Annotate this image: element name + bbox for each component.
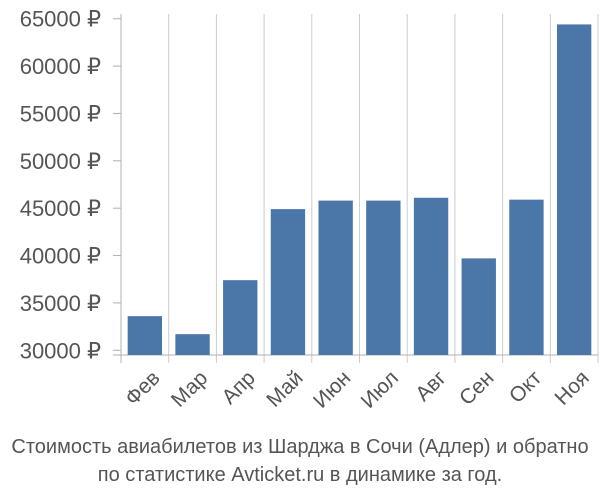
x-tick-label: Сен xyxy=(455,366,498,409)
bar-chart: 30000 ₽ 35000 ₽ 40000 ₽ 45000 ₽ 50000 ₽ 55000… xyxy=(20,7,599,413)
x-tick-label: Авг xyxy=(411,366,451,406)
bar-4 xyxy=(270,209,306,355)
y-tick-label: 35000 ₽ xyxy=(20,291,101,316)
y-tick-label: 65000 ₽ xyxy=(20,7,101,32)
chart-caption-line-1: Стоимость авиабилетов из Шарджа в Сочи (… xyxy=(11,436,589,458)
bar-8 xyxy=(461,258,496,355)
x-tick-label: Мар xyxy=(167,366,212,411)
bar-7 xyxy=(413,197,449,355)
y-tick-label: 40000 ₽ xyxy=(20,244,101,269)
y-tick-label: 45000 ₽ xyxy=(20,196,101,221)
bar-6 xyxy=(366,200,401,355)
chart-caption-line-2: по статистике Avticket.ru в динамике за … xyxy=(97,464,503,486)
bar-1 xyxy=(127,316,163,355)
y-tick-label: 60000 ₽ xyxy=(20,54,101,79)
x-tick-label: Фев xyxy=(121,366,165,410)
x-tick-label: Июл xyxy=(357,366,403,412)
y-tick-label: 55000 ₽ xyxy=(20,101,101,126)
y-tick-label: 50000 ₽ xyxy=(20,149,101,174)
y-tick-label: 30000 ₽ xyxy=(20,338,101,363)
x-tick-label: Окт xyxy=(505,366,547,408)
x-tick-label: Май xyxy=(262,366,307,411)
bar-10 xyxy=(556,24,592,356)
bar-5 xyxy=(318,200,353,355)
x-tick-label: Апр xyxy=(218,366,260,408)
bar-9 xyxy=(509,199,544,355)
bar-3 xyxy=(223,280,258,355)
x-tick-label: Ноя xyxy=(551,366,594,409)
x-tick-label: Июн xyxy=(309,366,355,412)
bar-2 xyxy=(175,334,210,355)
